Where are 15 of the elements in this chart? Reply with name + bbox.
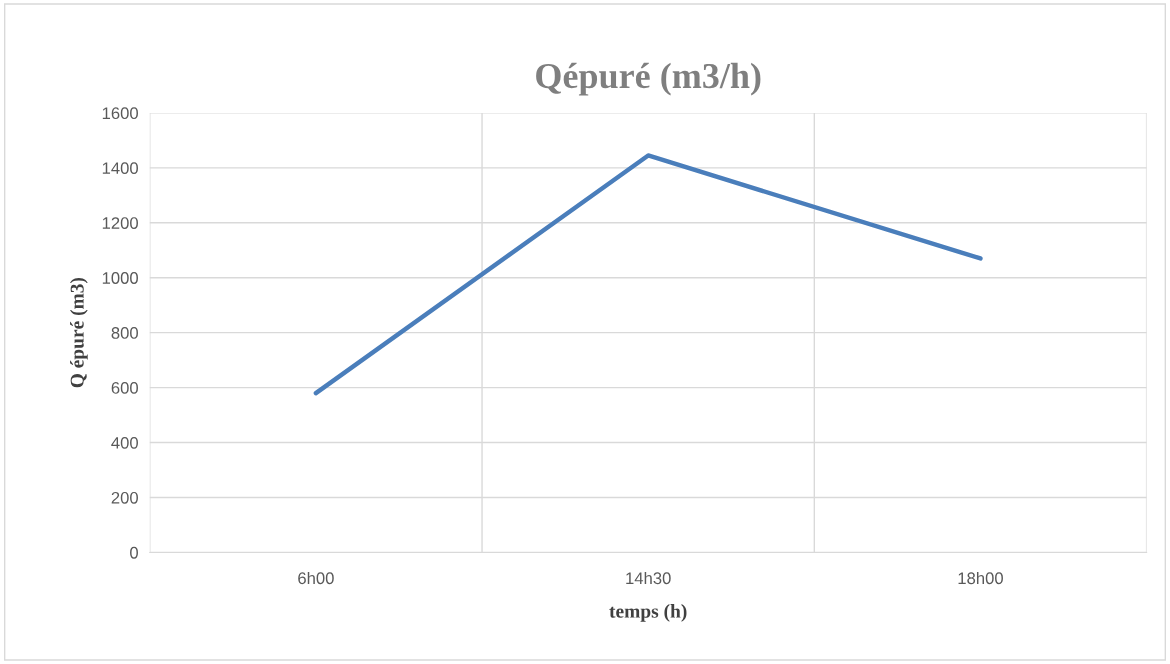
x-tick-label: 14h30 [626, 571, 671, 585]
x-tick-label: 6h00 [298, 571, 334, 585]
y-tick-label: 400 [111, 436, 138, 449]
y-tick-label: 1400 [102, 162, 138, 175]
y-tick-label: 200 [111, 491, 138, 504]
y-tick-label: 800 [111, 327, 138, 339]
y-axis-title: Q épuré (m3) [70, 277, 88, 388]
y-tick-label: 600 [111, 382, 138, 394]
x-axis-title: temps (h) [609, 604, 687, 622]
y-tick-label: 1200 [102, 217, 138, 229]
y-tick-label: 1600 [102, 107, 138, 120]
y-tick-label: 0 [130, 546, 138, 559]
chart-title: Qépuré (m3/h) [536, 62, 761, 96]
y-tick-label: 1000 [102, 272, 138, 284]
x-tick-label: 18h00 [958, 571, 1003, 585]
